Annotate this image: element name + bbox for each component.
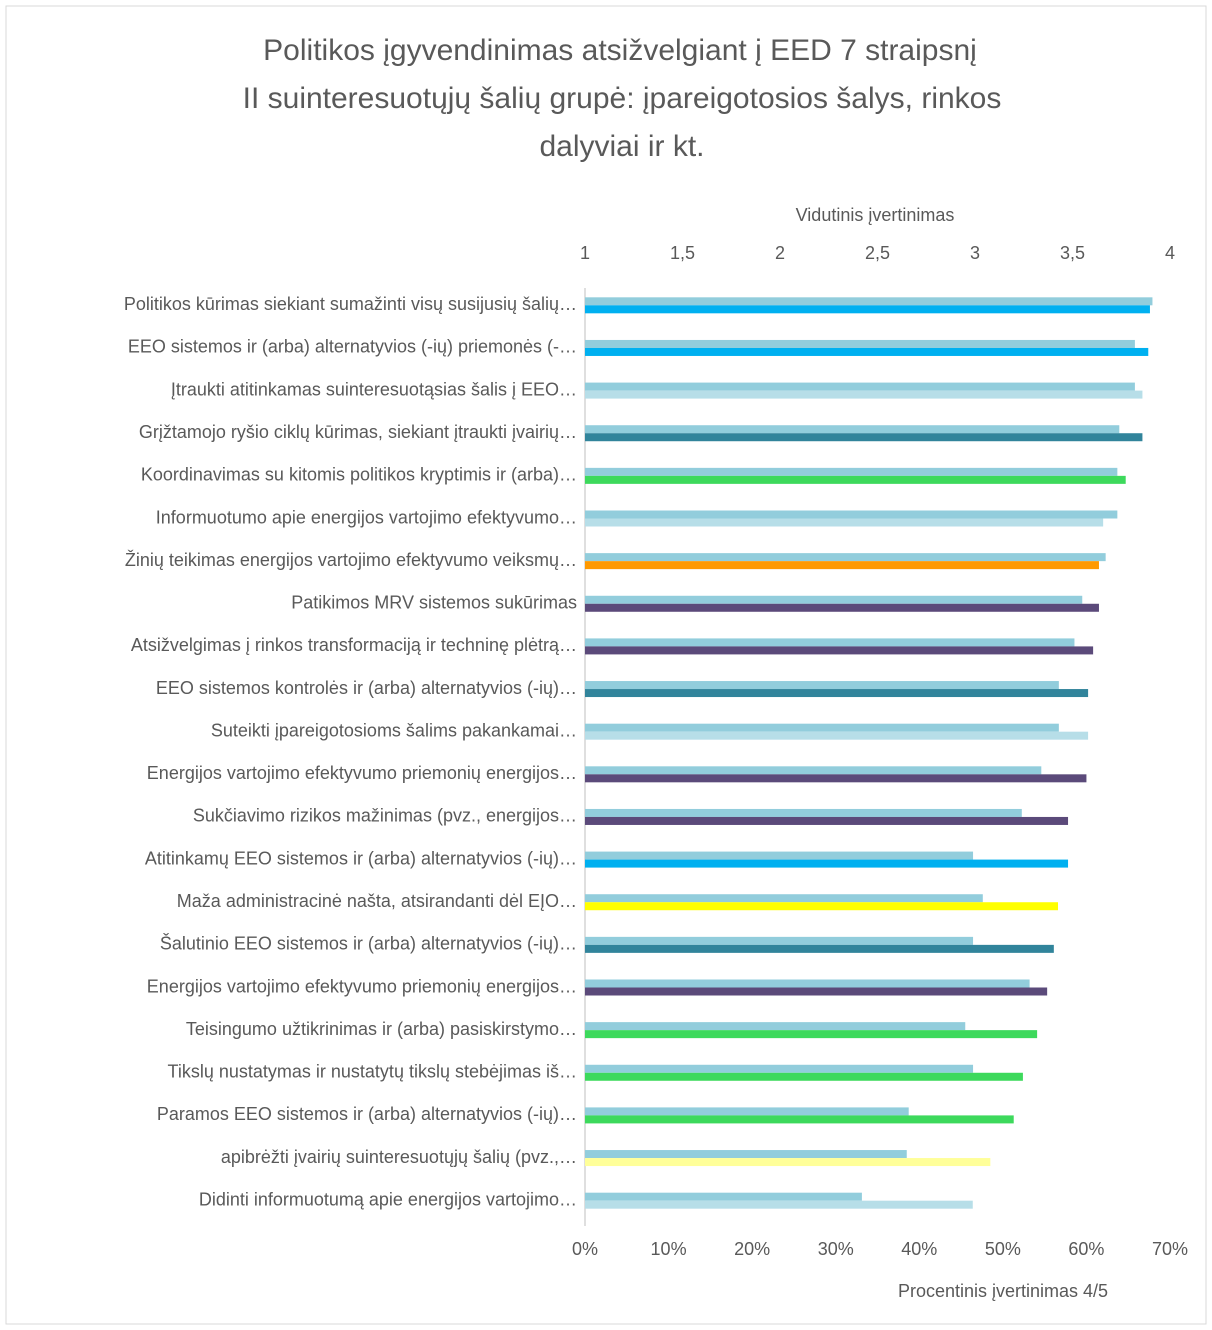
- category-label: Atsižvelgimas į rinkos transformaciją ir…: [131, 635, 577, 655]
- bar: [585, 475, 1126, 484]
- bar: [585, 1158, 991, 1167]
- bar: [585, 723, 1059, 732]
- category-label: Energijos vartojimo efektyvumo priemonių…: [147, 976, 577, 996]
- category-label: Patikimos MRV sistemos sukūrimas: [291, 593, 577, 613]
- x-tick-label: 70%: [1152, 1239, 1188, 1259]
- bar: [585, 1064, 974, 1073]
- x2-tick-label: 1,5: [670, 243, 695, 263]
- bar: [585, 518, 1104, 527]
- bar: [585, 859, 1069, 868]
- bar: [585, 347, 1149, 356]
- x-tick-label: 40%: [901, 1239, 937, 1259]
- bar: [585, 297, 1153, 306]
- category-label: Paramos EEO sistemos ir (arba) alternaty…: [157, 1104, 577, 1124]
- chart-title: dalyviai ir kt.: [539, 130, 704, 163]
- bar: [585, 1107, 909, 1116]
- bar: [585, 936, 974, 945]
- x2-tick-label: 3: [970, 243, 980, 263]
- category-label: Energijos vartojimo efektyvumo priemonių…: [147, 763, 577, 783]
- category-label: Šalutinio EEO sistemos ir (arba) alterna…: [160, 933, 577, 954]
- bar: [585, 339, 1135, 348]
- bar: [585, 1022, 966, 1031]
- bar: [585, 382, 1135, 391]
- bar: [585, 816, 1069, 825]
- bar: [585, 603, 1099, 612]
- bar: [585, 689, 1089, 698]
- bar: [585, 1192, 862, 1201]
- bar: [585, 595, 1083, 604]
- bar: [585, 561, 1099, 570]
- bar: [585, 467, 1118, 476]
- bar: [585, 774, 1087, 783]
- chart-title: Politikos įgyvendinimas atsižvelgiant į …: [263, 34, 977, 67]
- bar: [585, 766, 1042, 775]
- bar: [585, 305, 1150, 314]
- bar: [585, 390, 1143, 399]
- bar: [585, 894, 983, 903]
- x2-tick-label: 1: [580, 243, 590, 263]
- bar: [585, 851, 974, 860]
- bar: [585, 553, 1106, 562]
- category-label: Grįžtamojo ryšio ciklų kūrimas, siekiant…: [139, 422, 577, 442]
- bar: [585, 1030, 1038, 1039]
- chart-border: [5, 5, 1207, 1325]
- category-label: Tikslų nustatymas ir nustatytų tikslų st…: [168, 1062, 577, 1082]
- category-label: Didinti informuotumą apie energijos vart…: [199, 1189, 577, 1209]
- category-label: Žinių teikimas energijos vartojimo efekt…: [125, 550, 577, 570]
- bar: [585, 902, 1059, 911]
- bar: [585, 638, 1075, 647]
- x-tick-label: 50%: [985, 1239, 1021, 1259]
- x-tick-label: 10%: [651, 1239, 687, 1259]
- category-label: Atitinkamų EEO sistemos ir (arba) altern…: [145, 848, 577, 868]
- bar: [585, 433, 1143, 442]
- x-tick-label: 60%: [1068, 1239, 1104, 1259]
- bar: [585, 1072, 1023, 1081]
- category-label: Politikos kūrimas siekiant sumažinti vis…: [124, 294, 577, 314]
- bar: [585, 510, 1118, 519]
- category-label: Informuotumo apie energijos vartojimo ef…: [156, 507, 577, 527]
- x-tick-label: 30%: [818, 1239, 854, 1259]
- x-tick-label: 20%: [734, 1239, 770, 1259]
- x2-tick-label: 2: [775, 243, 785, 263]
- category-label: EEO sistemos ir (arba) alternatyvios (-i…: [128, 337, 577, 357]
- category-label: Koordinavimas su kitomis politikos krypt…: [141, 465, 577, 485]
- x2-tick-label: 3,5: [1060, 243, 1085, 263]
- category-label: apibrėžti įvairių suinteresuotųjų šalių …: [221, 1147, 577, 1167]
- bar: [585, 731, 1089, 740]
- bar: [585, 425, 1120, 434]
- bar: [585, 944, 1054, 953]
- category-label: EEO sistemos kontrolės ir (arba) alterna…: [156, 678, 577, 698]
- x-axis-label: Procentinis įvertinimas 4/5: [898, 1281, 1108, 1301]
- x2-tick-label: 2,5: [865, 243, 890, 263]
- bar: [585, 987, 1048, 996]
- bar: [585, 646, 1094, 655]
- chart-title: II suinteresuotųjų šalių grupė: įpareigo…: [243, 82, 1002, 115]
- category-label: Sukčiavimo rizikos mažinimas (pvz., ener…: [193, 806, 577, 826]
- bar: [585, 979, 1030, 988]
- bar: [585, 1150, 907, 1159]
- category-label: Suteikti įpareigotosioms šalims pakankam…: [211, 720, 577, 740]
- category-label: Teisingumo užtikrinimas ir (arba) pasisk…: [186, 1019, 577, 1039]
- x2-axis-label: Vidutinis įvertinimas: [796, 205, 955, 225]
- category-label: Įtraukti atitinkamas suinteresuotąsias š…: [171, 379, 577, 399]
- x2-tick-label: 4: [1165, 243, 1175, 263]
- bar: [585, 681, 1059, 690]
- category-label: Maža administracinė našta, atsirandanti …: [177, 891, 577, 911]
- x-tick-label: 0%: [572, 1239, 598, 1259]
- bar: [585, 808, 1022, 817]
- bar: [585, 1115, 1014, 1124]
- bar: [585, 1200, 973, 1209]
